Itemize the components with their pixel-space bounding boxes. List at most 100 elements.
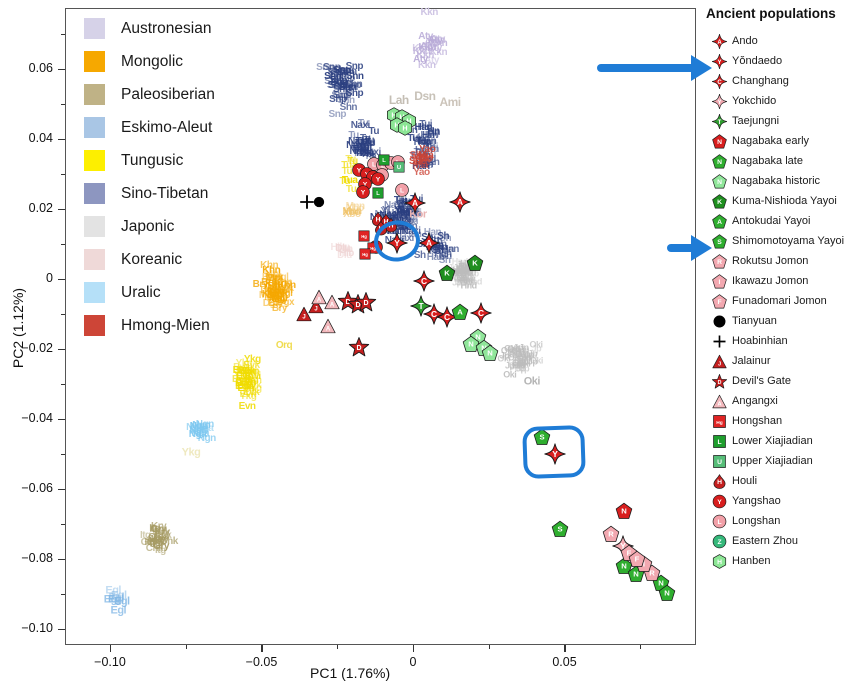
population-cluster-label: Egl <box>110 604 127 617</box>
population-cluster-label: Oki <box>507 352 522 363</box>
population-cluster-label: Xbo <box>342 206 361 218</box>
population-cluster-label: Shp <box>343 79 362 91</box>
svg-text:A: A <box>412 198 418 208</box>
y-major-tick <box>58 629 65 631</box>
population-cluster-label: Jp <box>469 268 479 279</box>
population-cluster-label: Evk <box>243 359 260 371</box>
svg-text:C: C <box>717 79 722 85</box>
svg-text:L: L <box>717 438 721 445</box>
population-cluster-label: Bry <box>267 273 283 285</box>
population-cluster-label: Shp <box>329 94 347 106</box>
population-cluster-label: Han <box>414 121 433 133</box>
population-cluster-label: Tuj <box>423 152 436 164</box>
population-cluster-label: Khn <box>261 288 280 300</box>
svg-text:A: A <box>717 39 722 45</box>
population-label: Lah <box>388 93 409 108</box>
population-cluster-label: Itg <box>155 545 166 557</box>
population-cluster-label: Aty <box>413 53 428 65</box>
population-cluster-label: Shn <box>339 65 357 77</box>
scatter-marker-square: Hg <box>358 229 371 242</box>
population-cluster-label: Han <box>393 209 411 221</box>
population-cluster-label: Tu <box>360 137 372 149</box>
svg-text:U: U <box>397 165 401 171</box>
population-cluster-label: Snp <box>333 81 351 93</box>
svg-text:R: R <box>649 569 655 578</box>
population-cluster-label: Egl <box>103 593 120 606</box>
y-major-tick <box>58 139 65 141</box>
legend-swatch <box>84 315 105 336</box>
population-cluster-label: Sh <box>413 249 426 261</box>
population-cluster-label: Dlu <box>335 242 350 254</box>
population-cluster-label: Khn <box>262 265 281 277</box>
population-cluster-label: Jp <box>463 262 474 273</box>
svg-text:A: A <box>326 326 331 332</box>
svg-text:Y: Y <box>717 498 722 505</box>
population-cluster-label: Jp <box>455 277 466 288</box>
legend-swatch <box>84 117 105 138</box>
ancient-legend-item: Tianyuan <box>706 311 850 331</box>
legend-swatch <box>84 18 105 39</box>
scatter-marker-pentagon: S <box>551 520 569 537</box>
population-cluster-label: Hnd <box>450 268 468 279</box>
population-cluster-label: Dlu <box>337 243 352 255</box>
population-cluster-label: Yi <box>396 199 406 211</box>
population-cluster-label: Tuj <box>425 127 439 139</box>
population-cluster-label: Aty <box>418 30 433 42</box>
population-cluster-label: Oki <box>503 369 517 379</box>
scatter-marker-triangle: J <box>296 306 312 322</box>
population-cluster-label: Tuj <box>395 221 409 233</box>
population-cluster-label: Kkn <box>412 42 430 54</box>
population-cluster-label: Shn <box>344 78 363 90</box>
pentagon-icon: R <box>706 253 732 269</box>
population-cluster-label: Yi <box>405 215 415 227</box>
scatter-marker-square: Hg <box>358 248 371 261</box>
population-cluster-label: Han <box>391 207 410 219</box>
population-cluster-label: Jp <box>456 259 467 270</box>
svg-text:N: N <box>633 570 639 579</box>
population-cluster-label: Snp <box>330 77 349 89</box>
population-cluster-label: Aty <box>427 35 443 47</box>
population-cluster-label: Nga <box>188 429 207 441</box>
population-cluster-label: Oki <box>511 346 525 357</box>
population-cluster-label: Han <box>417 136 436 148</box>
population-cluster-label: Snp <box>316 62 334 74</box>
scatter-marker-square: U <box>392 160 405 173</box>
ancient-legend-item: D Devil's Gate <box>706 371 850 391</box>
pentagon-icon: K <box>706 193 732 209</box>
population-cluster-label: Tuj <box>397 205 410 217</box>
y-minor-tick <box>61 174 65 175</box>
svg-text:A: A <box>457 308 463 317</box>
population-cluster-label: Jp <box>461 262 471 273</box>
legend-label: Longshan <box>732 515 781 527</box>
ancient-legend-item: A Antokudai Yayoi <box>706 211 850 231</box>
scatter-marker-drop: H <box>373 220 388 236</box>
x-minor-tick <box>185 645 187 649</box>
x-major-tick <box>564 645 566 652</box>
scatter-marker-star4: C <box>413 270 435 292</box>
legend-label: Hanben <box>732 555 771 567</box>
population-cluster-label: Oki <box>507 344 521 355</box>
population-cluster-label: Shp <box>337 81 356 93</box>
population-cluster-label: Tua <box>341 175 358 187</box>
ancient-legend-item: Y Yŏndaedo <box>706 51 850 71</box>
population-cluster-label: Bry <box>261 271 278 283</box>
population-cluster-label: Hnd <box>451 256 469 267</box>
population-cluster-label: Naxi <box>384 200 404 212</box>
population-cluster-label: Bry <box>271 303 288 315</box>
population-cluster-label: Shn <box>338 81 357 93</box>
population-label: Ykg <box>181 446 201 459</box>
population-cluster-label: Tu <box>339 176 351 188</box>
population-cluster-label: Han <box>396 195 414 207</box>
population-cluster-label: Evk <box>235 365 253 377</box>
population-cluster-label: Yi <box>381 204 391 216</box>
population-cluster-label: Sh <box>416 239 429 251</box>
population-cluster-label: Snp <box>345 60 364 72</box>
scatter-marker-drop: H <box>383 217 398 233</box>
svg-text:D: D <box>717 379 721 385</box>
population-cluster-label: Hnd <box>452 266 470 277</box>
svg-text:L: L <box>400 187 404 194</box>
svg-text:C: C <box>421 276 427 286</box>
population-cluster-label: Nga <box>191 428 210 440</box>
scatter-marker-star5: D <box>348 336 369 357</box>
